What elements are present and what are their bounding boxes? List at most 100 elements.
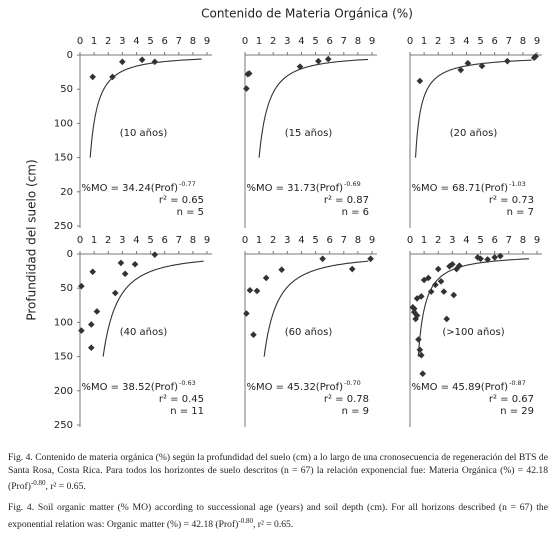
point <box>78 282 85 290</box>
equation-exponent: -0.63 <box>179 379 196 387</box>
x-tick-label: 2 <box>435 36 441 47</box>
point <box>425 274 432 282</box>
y-tick-label: 150 <box>54 153 73 164</box>
x-tick-label: 4 <box>298 36 304 47</box>
point <box>478 62 486 70</box>
x-tick-label: 2 <box>270 36 276 47</box>
equation-exponent: -0.87 <box>509 379 526 387</box>
x-tick-label: 3 <box>119 36 125 47</box>
point <box>412 315 419 323</box>
point <box>417 351 425 359</box>
x-tick-label: 1 <box>91 235 97 246</box>
point <box>413 312 421 319</box>
caption-text: Fig. 4. Contenido de materia orgánica (%… <box>8 452 548 493</box>
y-tick-label: 0 <box>67 249 73 260</box>
x-tick-label: 4 <box>133 36 139 47</box>
equation: %MO = 68.71(Prof) <box>411 183 508 194</box>
x-tick-label: 3 <box>449 36 455 47</box>
point <box>262 274 270 282</box>
x-tick-label: 1 <box>421 36 427 47</box>
caption-text: , r² = 0.65. <box>45 481 86 493</box>
point <box>457 66 465 74</box>
x-tick-label: 3 <box>119 235 125 246</box>
x-tick-label: 6 <box>326 235 332 246</box>
x-tick-label: 1 <box>256 36 262 47</box>
point <box>415 336 422 343</box>
x-tick-label: 3 <box>449 235 455 246</box>
point <box>243 85 250 92</box>
point <box>367 255 374 263</box>
equation: %MO = 34.24(Prof) <box>81 183 178 194</box>
x-tick-label: 2 <box>105 235 111 246</box>
point <box>348 265 356 273</box>
x-tick-label: 2 <box>435 235 441 246</box>
x-tick-label: 7 <box>506 235 512 246</box>
point <box>324 55 332 63</box>
sample-size: n = 9 <box>342 406 369 417</box>
point <box>443 315 450 323</box>
equation-exponent: -0.70 <box>344 379 361 387</box>
fit-curve <box>415 59 532 158</box>
point <box>532 53 539 60</box>
x-tick-label: 6 <box>161 36 167 47</box>
fit-curve <box>258 58 369 158</box>
point <box>319 255 326 263</box>
point <box>432 281 439 289</box>
point <box>87 321 95 328</box>
x-tick-label: 4 <box>463 36 469 47</box>
x-tick-label: 6 <box>491 235 497 246</box>
x-tick-label: 8 <box>520 36 526 47</box>
point <box>131 260 139 268</box>
point <box>117 259 125 267</box>
fit-curve <box>417 258 530 357</box>
r-squared: r² = 0.87 <box>324 195 369 206</box>
x-tick-label: 5 <box>147 235 153 246</box>
x-tick-label: 7 <box>176 235 182 246</box>
sample-size: n = 5 <box>177 207 204 218</box>
x-tick-label: 4 <box>463 235 469 246</box>
x-tick-label: 5 <box>477 235 483 246</box>
x-tick-label: 1 <box>256 235 262 246</box>
point <box>87 344 95 352</box>
point <box>449 260 456 268</box>
x-tick-label: 0 <box>77 36 83 47</box>
fit-curve <box>102 260 204 357</box>
sample-size: n = 6 <box>342 207 369 218</box>
point <box>138 56 146 64</box>
x-tick-label: 8 <box>190 36 196 47</box>
y-tick-label: 20 <box>60 187 73 198</box>
point <box>250 331 257 339</box>
y-tick-label: 150 <box>54 352 73 363</box>
r-squared: r² = 0.67 <box>489 394 534 405</box>
x-tick-label: 8 <box>190 235 196 246</box>
point <box>416 346 424 354</box>
x-tick-label: 0 <box>407 235 413 246</box>
sample-size: n = 11 <box>170 406 204 417</box>
x-tick-label: 4 <box>133 235 139 246</box>
y-tick-label: 100 <box>54 317 73 328</box>
x-tick-label: 6 <box>161 235 167 246</box>
x-tick-label: 8 <box>520 235 526 246</box>
x-tick-label: 7 <box>176 36 182 47</box>
point <box>420 276 428 284</box>
panel-label: (20 años) <box>450 128 498 139</box>
point <box>246 286 254 294</box>
x-tick-label: 9 <box>534 36 540 47</box>
y-tick-label: 50 <box>60 84 73 95</box>
x-tick-label: 6 <box>326 36 332 47</box>
x-tick-label: 8 <box>355 235 361 246</box>
x-tick-label: 8 <box>355 36 361 47</box>
r-squared: r² = 0.65 <box>159 195 204 206</box>
x-tick-label: 0 <box>407 36 413 47</box>
point <box>416 77 424 85</box>
point <box>497 252 504 260</box>
sample-size: n = 7 <box>507 207 534 218</box>
point <box>413 295 421 302</box>
x-tick-label: 1 <box>421 235 427 246</box>
point <box>484 256 491 263</box>
x-tick-label: 7 <box>341 36 347 47</box>
r-squared: r² = 0.45 <box>159 394 204 405</box>
x-tick-label: 3 <box>284 36 290 47</box>
equation: %MO = 45.32(Prof) <box>246 382 343 393</box>
point <box>410 305 418 313</box>
